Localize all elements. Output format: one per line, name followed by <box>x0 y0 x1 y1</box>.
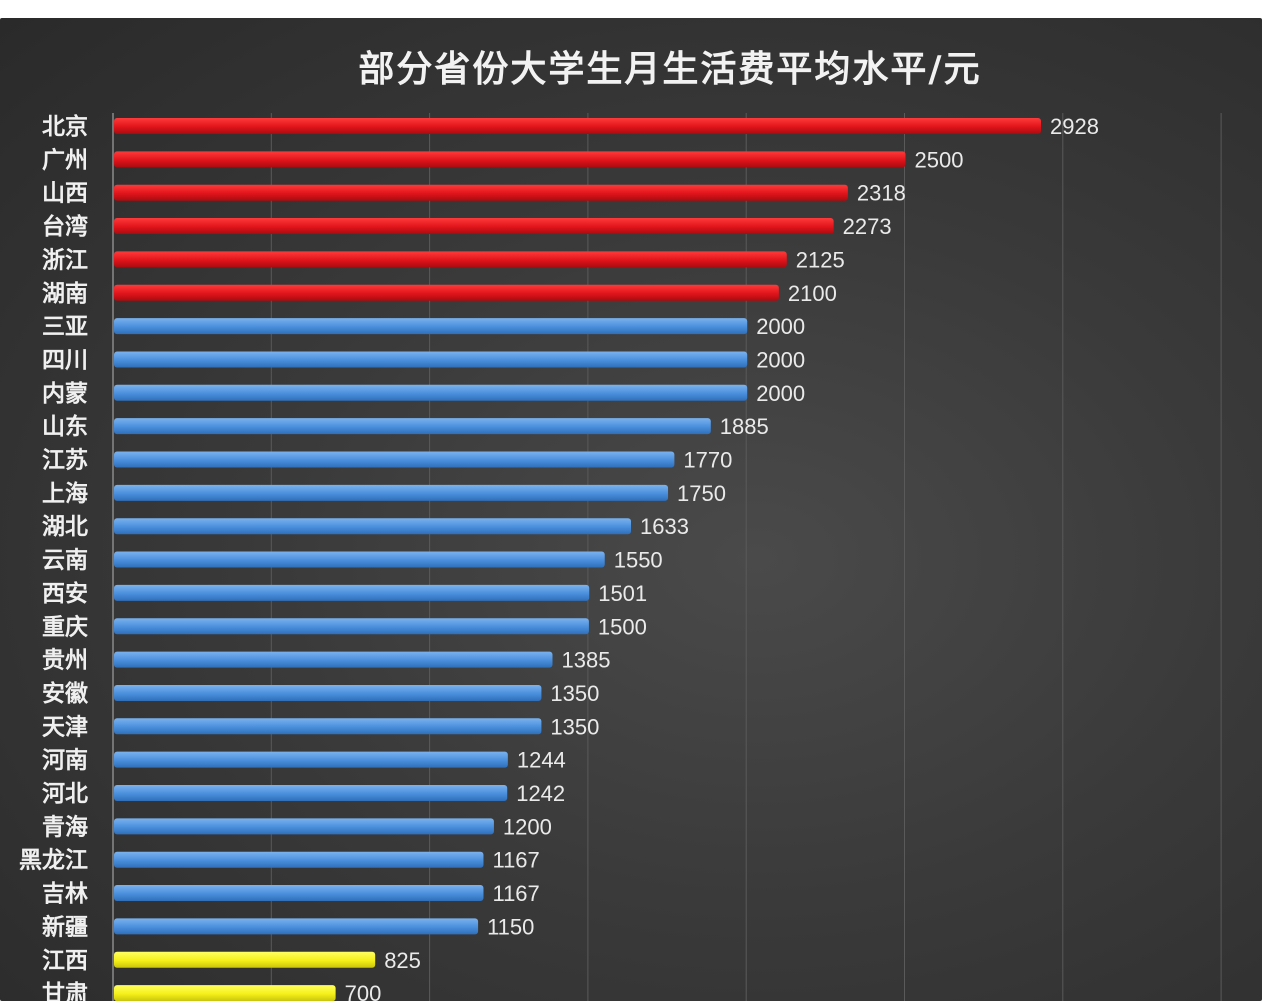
category-label: 内蒙 <box>42 381 88 407</box>
category-label: 青海 <box>42 813 88 840</box>
bar <box>114 284 779 301</box>
value-labels: 2928 2500 2318 2273 2125 2100 2000 2000 2000 1885… <box>345 114 1099 1001</box>
bar <box>114 885 484 902</box>
category-label: 贵州 <box>42 648 88 674</box>
category-label: 新疆 <box>42 913 88 940</box>
value-label: 1550 <box>614 548 663 573</box>
category-label: 河北 <box>42 781 88 807</box>
bar <box>114 218 834 235</box>
value-label: 1242 <box>516 781 565 806</box>
bars <box>114 118 1042 1001</box>
bar <box>114 718 542 735</box>
category-label: 吉林 <box>42 880 88 907</box>
value-label: 1167 <box>492 848 539 873</box>
category-label: 云南 <box>42 548 88 574</box>
bar <box>114 818 494 835</box>
bar <box>114 951 376 968</box>
category-label: 山东 <box>42 413 88 440</box>
bar <box>114 384 748 401</box>
category-label: 浙江 <box>42 247 88 273</box>
value-label: 1501 <box>598 581 647 606</box>
category-label: 黑龙江 <box>19 848 88 874</box>
value-label: 1633 <box>640 514 689 539</box>
chart-frame: 部分省份大学生月生活费平均水平/元 北京广州山西台湾浙江湖南三亚四川内蒙山东江苏… <box>0 18 1262 1001</box>
category-label: 四川 <box>42 347 88 373</box>
bar <box>114 785 508 801</box>
value-label: 1385 <box>561 648 610 673</box>
category-labels: 北京广州山西台湾浙江湖南三亚四川内蒙山东江苏上海湖北云南西安重庆贵州安徽天津河南… <box>19 113 89 1001</box>
bar <box>114 351 748 368</box>
category-label: 湖南 <box>42 281 88 307</box>
value-label: 2000 <box>756 381 805 406</box>
bar <box>114 851 484 868</box>
bar <box>114 251 787 268</box>
value-label: 1885 <box>720 414 769 439</box>
bar <box>114 918 479 935</box>
bar <box>114 584 590 601</box>
bar <box>114 118 1042 134</box>
category-label: 河南 <box>42 748 88 774</box>
category-label: 上海 <box>42 480 88 507</box>
value-label: 1770 <box>683 448 732 473</box>
bar <box>114 151 906 168</box>
value-label: 2000 <box>756 347 805 372</box>
bar-chart: 北京广州山西台湾浙江湖南三亚四川内蒙山东江苏上海湖北云南西安重庆贵州安徽天津河南… <box>19 113 1222 1001</box>
value-label: 1167 <box>492 881 539 906</box>
category-label: 山西 <box>42 181 88 207</box>
bar <box>114 651 553 668</box>
bar <box>114 451 675 468</box>
bar <box>114 751 508 768</box>
value-label: 2273 <box>843 214 892 239</box>
bar <box>114 985 336 1001</box>
value-label: 1150 <box>487 914 534 939</box>
bar <box>114 318 748 335</box>
value-label: 2000 <box>756 314 805 339</box>
bar <box>114 418 711 435</box>
value-label: 2125 <box>796 247 845 272</box>
value-label: 1350 <box>550 714 599 739</box>
value-label: 2500 <box>915 147 964 172</box>
value-label: 2100 <box>788 281 837 306</box>
category-label: 西安 <box>42 580 88 607</box>
value-label: 1244 <box>517 748 566 773</box>
bar <box>114 684 542 701</box>
value-label: 1750 <box>677 481 726 506</box>
category-label: 三亚 <box>42 314 88 340</box>
value-label: 1350 <box>550 681 599 706</box>
bar <box>114 618 589 635</box>
bar <box>114 551 605 568</box>
bar <box>114 484 669 501</box>
category-label: 湖北 <box>42 514 88 540</box>
value-label: 2928 <box>1050 114 1099 139</box>
category-label: 台湾 <box>42 213 88 240</box>
value-label: 825 <box>384 948 421 973</box>
category-label: 天津 <box>42 713 88 740</box>
category-label: 安徽 <box>42 680 89 707</box>
bar <box>114 184 848 201</box>
category-label: 重庆 <box>42 613 88 640</box>
category-label: 广州 <box>42 146 88 173</box>
category-label: 北京 <box>42 113 88 140</box>
category-label: 江西 <box>42 948 88 974</box>
bar <box>114 518 632 535</box>
value-label: 1500 <box>598 614 647 639</box>
value-label: 2318 <box>857 181 906 206</box>
category-label: 甘肃 <box>42 981 88 1001</box>
value-label: 1200 <box>503 814 552 839</box>
category-label: 江苏 <box>42 448 88 474</box>
value-label: 700 <box>345 981 382 1001</box>
chart-title: 部分省份大学生月生活费平均水平/元 <box>358 49 982 90</box>
